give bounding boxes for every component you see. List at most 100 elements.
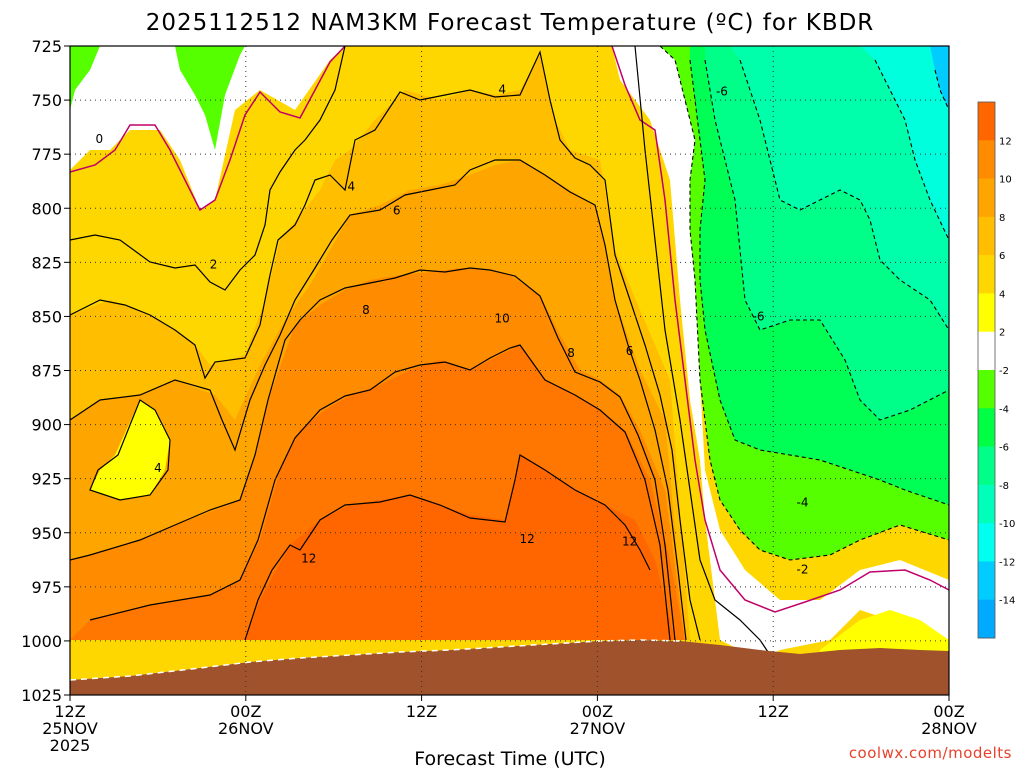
colorbar-label: 8 [999, 213, 1005, 224]
y-tick-label: 950 [31, 524, 62, 543]
colorbar-band [978, 408, 995, 448]
contour-neg-four [689, 59, 950, 506]
y-tick-label: 1025 [21, 686, 62, 705]
y-tick-label: 725 [31, 37, 62, 56]
colorbar-band [978, 331, 995, 371]
contour-label: 8 [567, 346, 575, 360]
contour-neg-twelve [934, 69, 950, 111]
colorbar-band [978, 523, 995, 562]
contour-label: 8 [362, 303, 370, 317]
x-tick-label: 12Z [54, 702, 85, 721]
colorbar-label: 10 [999, 175, 1012, 186]
contour-label-text: 2 [210, 257, 218, 271]
colorbar-label: 2 [999, 328, 1005, 339]
colorbar-band [978, 446, 995, 486]
contour-zero [69, 45, 346, 212]
contour-label: 0 [95, 132, 103, 146]
y-tick-label: 825 [31, 253, 62, 272]
contour-label-text: -6 [753, 309, 765, 323]
contour-four [69, 50, 701, 641]
contour-label: 12 [519, 532, 534, 546]
credit-link[interactable]: coolwx.com/modelts [849, 744, 1012, 762]
y-tick-label: 850 [31, 307, 62, 326]
contour-label: -6 [716, 84, 728, 98]
contour-label-text: 6 [393, 203, 401, 217]
x-tick-label: 12Z [406, 702, 437, 721]
y-tick-label: 1000 [21, 632, 62, 651]
fill-neg10-neg12 [860, 46, 949, 240]
colorbar-label: 6 [999, 251, 1005, 262]
contour-label-text: 4 [498, 82, 506, 96]
contour-label-text: 12 [301, 552, 316, 566]
contour-label-text: 4 [154, 461, 162, 475]
y-tick-label: 975 [31, 578, 62, 597]
plot-area: 0 4 -6 4 6 2 8 10 -6 8 6 4 -4 12 12 12 -2 [69, 45, 950, 696]
colorbar-label: 4 [999, 289, 1005, 300]
y-axis: 725 750 775 800 825 850 875 900 925 950 975 1000 102… [21, 37, 70, 705]
colorbar-band [978, 370, 995, 409]
contour-lines [69, 45, 950, 656]
contour-label: -4 [797, 495, 809, 509]
y-tick-label: 775 [31, 145, 62, 164]
contour-label: 2 [210, 257, 218, 271]
colorbar-band [978, 293, 995, 333]
contour-label-text: -2 [797, 563, 809, 577]
contour-label: 12 [301, 552, 316, 566]
fill-green-top2 [175, 46, 245, 150]
fill-green-topleft [70, 46, 100, 110]
colorbar-band [978, 178, 995, 218]
contour-label: -2 [797, 563, 809, 577]
contour-label: 6 [626, 344, 634, 358]
contour-label: 4 [347, 180, 355, 194]
colorbar-label: -6 [999, 443, 1009, 454]
fill-zero-to-two [70, 46, 345, 210]
colorbar-label: -10 [999, 519, 1015, 530]
x-tick-label: 25NOV [42, 719, 98, 738]
x-tick-label: 00Z [582, 702, 613, 721]
x-tick-label: 27NOV [570, 719, 626, 738]
colorbar-band [978, 484, 995, 524]
x-tick-label: 2025 [50, 736, 91, 755]
contour-label-text: 4 [347, 180, 355, 194]
colorbar-label: -4 [999, 404, 1009, 415]
colorbar-band [978, 140, 995, 180]
x-tick-label: 12Z [758, 702, 789, 721]
y-tick-label: 875 [31, 362, 62, 381]
colorbar-band [978, 561, 995, 601]
contour-eight [69, 267, 676, 641]
colorbar-label: 12 [999, 136, 1012, 147]
colorbar-label: -14 [999, 596, 1015, 607]
x-axis-label: Forecast Time (UTC) [414, 748, 605, 768]
y-tick-label: 900 [31, 416, 62, 435]
fill-bottom-right-yellow [820, 610, 949, 655]
contour-labels: 0 4 -6 4 6 2 8 10 -6 8 6 4 -4 12 12 12 -2 [95, 82, 808, 576]
colorbar: 12 10 8 6 4 2 -2 -4 -6 -8 -10 -12 -14 [977, 101, 1015, 639]
grid-lines [70, 45, 949, 696]
y-tick-label: 800 [31, 199, 62, 218]
x-tick-label: 28NOV [921, 719, 977, 738]
fill-neg8-neg10 [730, 46, 949, 330]
contour-neg-two [659, 45, 950, 561]
contour-label-text: -4 [797, 495, 809, 509]
temperature-fills [70, 46, 949, 660]
y-tick-label: 750 [31, 91, 62, 110]
fill-neg12-neg14 [930, 46, 949, 110]
contour-label-text: -6 [716, 84, 728, 98]
ground-surface [70, 640, 949, 695]
contour-label: 4 [154, 461, 162, 475]
x-tick-label: 00Z [933, 702, 964, 721]
contour-label: 10 [495, 312, 510, 326]
colorbar-band [978, 102, 995, 141]
contour-label: 6 [393, 203, 401, 217]
contour-label-text: 8 [567, 346, 575, 360]
colorbar-border [977, 101, 996, 639]
contour-four-pocket [89, 399, 171, 501]
colorbar-band [978, 216, 995, 256]
contour-two [69, 45, 346, 291]
fill-white-right [612, 46, 949, 660]
colorbar-band [978, 599, 995, 639]
contour-label-text: 8 [362, 303, 370, 317]
contour-label-text: 10 [495, 312, 510, 326]
